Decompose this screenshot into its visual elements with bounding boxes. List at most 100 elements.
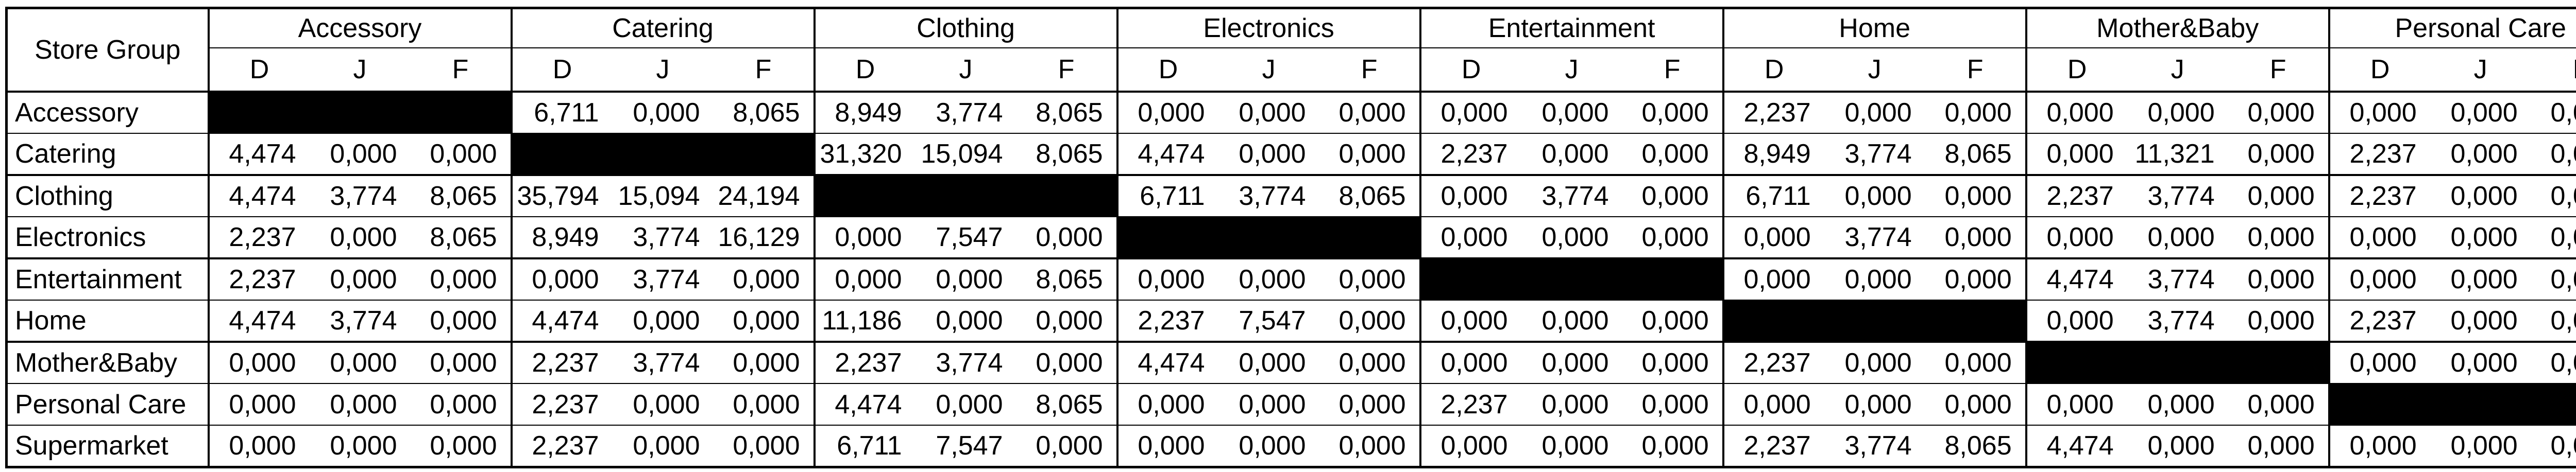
value-cell[interactable]: 0,000 [2430,425,2531,467]
value-cell[interactable]: 0,000 [2430,341,2531,383]
row-label[interactable]: Clothing [6,174,210,217]
value-cell[interactable]: 2,237 [2328,300,2430,342]
value-cell[interactable]: 8,065 [1319,174,1420,217]
value-cell[interactable]: 3,774 [2127,300,2228,342]
value-cell[interactable]: 0,000 [1319,341,1420,383]
value-cell[interactable]: 0,000 [2531,91,2576,133]
value-cell[interactable]: 0,000 [2228,174,2329,217]
value-cell[interactable]: 0,000 [1824,91,1925,133]
value-cell[interactable]: 4,474 [813,383,916,425]
value-cell[interactable]: 0,000 [1722,257,1824,300]
value-cell[interactable]: 15,094 [612,174,714,217]
subcol-header-f[interactable]: F [410,48,512,93]
value-cell[interactable]: 0,000 [2228,133,2329,175]
value-cell[interactable]: 0,000 [1622,91,1723,133]
value-cell[interactable]: 3,774 [2127,174,2228,217]
group-header-electronics[interactable]: Electronics [1116,8,1420,48]
value-cell[interactable]: 0,000 [2228,216,2329,258]
value-cell[interactable]: 0,000 [1319,425,1420,467]
subcol-header-d[interactable]: D [1722,48,1824,93]
value-cell[interactable]: 0,000 [1016,425,1117,467]
subcol-header-j[interactable]: J [1218,48,1319,93]
value-cell[interactable]: 0,000 [2127,91,2228,133]
value-cell[interactable]: 0,000 [1218,133,1319,175]
row-label[interactable]: Mother&Baby [6,341,210,383]
value-cell[interactable]: 0,000 [713,341,815,383]
value-cell[interactable]: 0,000 [2228,257,2329,300]
value-cell[interactable]: 0,000 [2025,383,2127,425]
value-cell[interactable]: 2,237 [2025,174,2127,217]
subcol-header-j[interactable]: J [309,48,411,93]
value-cell[interactable]: 0,000 [410,425,512,467]
value-cell[interactable]: 0,000 [1319,257,1420,300]
value-cell[interactable]: 0,000 [915,383,1016,425]
value-cell[interactable]: 4,474 [2025,425,2127,467]
value-cell[interactable]: 2,237 [510,383,613,425]
value-cell[interactable]: 0,000 [1824,383,1925,425]
value-cell[interactable]: 0,000 [2531,425,2576,467]
value-cell[interactable]: 0,000 [1319,383,1420,425]
value-cell[interactable]: 3,774 [915,91,1016,133]
blocked-cell[interactable] [1722,300,2026,342]
value-cell[interactable]: 0,000 [1116,383,1218,425]
value-cell[interactable]: 2,237 [207,257,310,300]
value-cell[interactable]: 0,000 [1319,300,1420,342]
value-cell[interactable]: 0,000 [2228,425,2329,467]
value-cell[interactable]: 3,774 [1824,425,1925,467]
value-cell[interactable]: 0,000 [1622,174,1723,217]
value-cell[interactable]: 0,000 [2531,133,2576,175]
value-cell[interactable]: 4,474 [207,300,310,342]
value-cell[interactable]: 0,000 [1218,257,1319,300]
value-cell[interactable]: 0,000 [2127,425,2228,467]
subcol-header-j[interactable]: J [2127,48,2228,93]
subcol-header-d[interactable]: D [2025,48,2127,93]
value-cell[interactable]: 0,000 [1419,174,1521,217]
value-cell[interactable]: 8,065 [1016,91,1117,133]
value-cell[interactable]: 7,547 [915,425,1016,467]
value-cell[interactable]: 0,000 [207,383,310,425]
row-label[interactable]: Supermarket [6,425,210,467]
value-cell[interactable]: 3,774 [1218,174,1319,217]
blocked-cell[interactable] [1116,216,1420,258]
value-cell[interactable]: 0,000 [2228,91,2329,133]
value-cell[interactable]: 0,000 [2025,133,2127,175]
value-cell[interactable]: 0,000 [2025,300,2127,342]
blocked-cell[interactable] [510,133,815,175]
value-cell[interactable]: 0,000 [410,383,512,425]
value-cell[interactable]: 0,000 [2430,257,2531,300]
group-header-accessory[interactable]: Accessory [207,8,512,48]
value-cell[interactable]: 0,000 [1521,133,1622,175]
value-cell[interactable]: 8,065 [1016,257,1117,300]
value-cell[interactable]: 16,129 [713,216,815,258]
value-cell[interactable]: 0,000 [2531,341,2576,383]
value-cell[interactable]: 0,000 [1622,216,1723,258]
value-cell[interactable]: 0,000 [2228,383,2329,425]
value-cell[interactable]: 0,000 [1218,91,1319,133]
value-cell[interactable]: 0,000 [2228,300,2329,342]
value-cell[interactable]: 4,474 [510,300,613,342]
value-cell[interactable]: 0,000 [1925,91,2026,133]
value-cell[interactable]: 7,547 [1218,300,1319,342]
value-cell[interactable]: 0,000 [1622,133,1723,175]
value-cell[interactable]: 24,194 [713,174,815,217]
value-cell[interactable]: 0,000 [1116,425,1218,467]
value-cell[interactable]: 2,237 [207,216,310,258]
group-header-mother-baby[interactable]: Mother&Baby [2025,8,2329,48]
value-cell[interactable]: 0,000 [1419,300,1521,342]
subcol-header-f[interactable]: F [713,48,815,93]
blocked-cell[interactable] [2328,383,2576,425]
subcol-header-f[interactable]: F [1925,48,2026,93]
value-cell[interactable]: 0,000 [713,425,815,467]
value-cell[interactable]: 0,000 [1925,257,2026,300]
value-cell[interactable]: 4,474 [1116,133,1218,175]
value-cell[interactable]: 0,000 [612,91,714,133]
row-label[interactable]: Catering [6,133,210,175]
value-cell[interactable]: 2,237 [510,341,613,383]
value-cell[interactable]: 0,000 [1116,257,1218,300]
subcol-header-j[interactable]: J [2430,48,2531,93]
value-cell[interactable]: 0,000 [2127,383,2228,425]
value-cell[interactable]: 2,237 [1722,425,1824,467]
value-cell[interactable]: 0,000 [1218,425,1319,467]
value-cell[interactable]: 0,000 [713,300,815,342]
group-header-entertainment[interactable]: Entertainment [1419,8,1723,48]
